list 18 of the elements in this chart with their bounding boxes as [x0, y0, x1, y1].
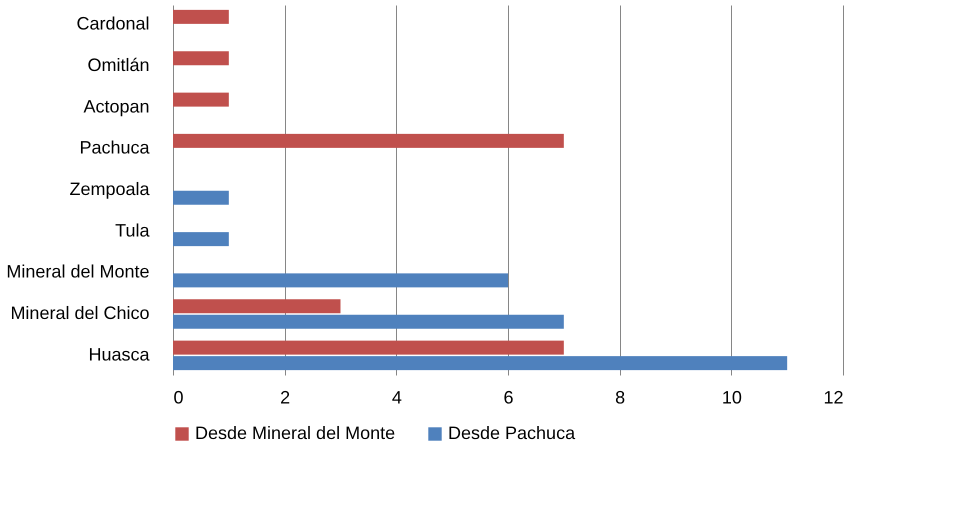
- y-tick-label: Pachuca: [79, 138, 150, 158]
- y-tick-label: Huasca: [88, 344, 150, 364]
- y-tick-label: Tula: [115, 220, 150, 240]
- x-tick-label: 12: [823, 388, 844, 408]
- y-tick-label: Mineral del Monte: [6, 262, 150, 282]
- x-tick-label: 10: [722, 388, 742, 408]
- y-tick-label: Cardonal: [76, 14, 150, 34]
- legend-label: Desde Mineral del Monte: [195, 423, 396, 443]
- x-tick-label: 2: [280, 388, 290, 408]
- y-tick-label: Zempoala: [69, 179, 150, 199]
- x-tick-label: 4: [392, 388, 402, 408]
- x-tick-label: 6: [503, 388, 514, 408]
- y-tick-label: Omitlán: [87, 54, 150, 75]
- y-tick-label: Mineral del Chico: [10, 303, 150, 324]
- legend-label: Desde Pachuca: [448, 423, 576, 443]
- y-tick-label: Actopan: [83, 96, 150, 116]
- x-tick-label: 8: [615, 388, 626, 408]
- x-tick-label: 0: [174, 388, 184, 408]
